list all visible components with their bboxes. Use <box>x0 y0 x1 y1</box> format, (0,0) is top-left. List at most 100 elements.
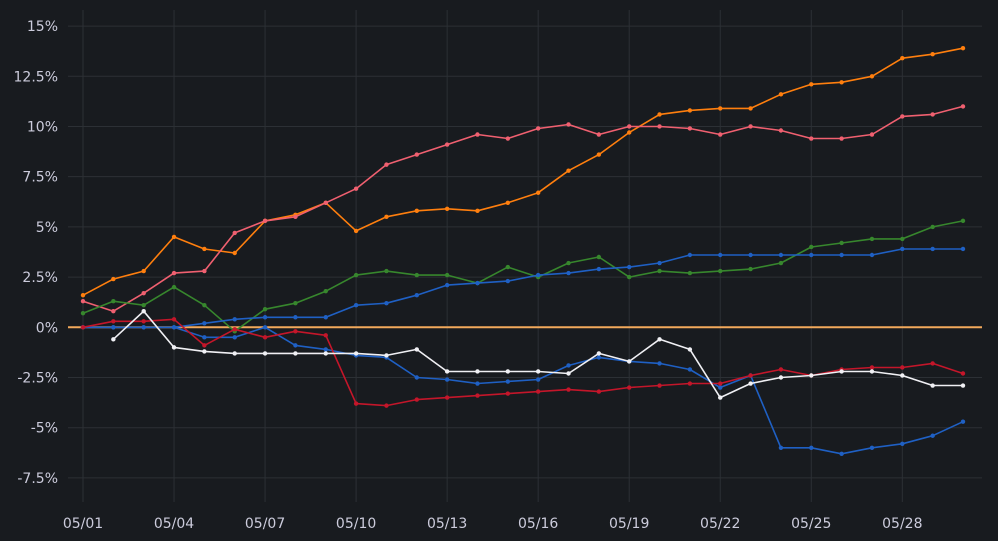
series-2 <box>80 104 966 314</box>
data-point <box>839 136 844 141</box>
data-point <box>80 292 86 298</box>
data-point <box>171 234 177 240</box>
data-point <box>627 264 632 270</box>
data-point <box>930 51 935 57</box>
data-point <box>839 451 844 457</box>
data-point <box>718 395 723 400</box>
data-point <box>839 252 844 258</box>
data-point <box>202 268 207 274</box>
data-point <box>414 292 419 298</box>
data-point <box>171 345 177 350</box>
data-point <box>444 282 450 288</box>
data-point <box>414 208 419 214</box>
data-point <box>627 130 632 135</box>
data-point <box>869 365 875 370</box>
data-point <box>657 268 662 274</box>
series-3 <box>80 218 966 334</box>
series-line <box>82 318 964 407</box>
data-point <box>232 317 237 322</box>
x-tick-label: 05/01 <box>63 516 103 532</box>
x-tick-label: 05/16 <box>518 516 558 532</box>
data-point <box>566 270 571 276</box>
data-point <box>80 311 86 316</box>
data-point <box>869 445 875 450</box>
data-point <box>353 401 359 406</box>
data-point <box>809 373 814 378</box>
data-point <box>627 385 632 390</box>
data-point <box>171 284 177 290</box>
data-point <box>718 106 723 111</box>
x-tick-label: 05/28 <box>882 516 922 532</box>
data-point <box>202 349 207 354</box>
x-tick-label: 05/04 <box>154 516 194 532</box>
series-line <box>83 248 963 329</box>
data-point <box>475 381 480 386</box>
data-point <box>414 347 419 352</box>
data-point <box>566 387 571 392</box>
data-point <box>475 208 480 214</box>
data-point <box>202 321 207 326</box>
data-point <box>384 301 389 306</box>
data-point <box>232 327 237 332</box>
data-point <box>596 254 602 260</box>
data-point <box>141 303 146 308</box>
data-point <box>444 142 450 147</box>
data-point <box>535 272 541 278</box>
data-point <box>566 363 571 368</box>
data-point <box>869 74 875 79</box>
data-point <box>171 325 177 330</box>
series-5 <box>80 246 966 330</box>
data-point <box>930 433 935 438</box>
data-point <box>232 335 237 340</box>
series-6 <box>80 317 966 408</box>
data-point <box>505 379 511 384</box>
data-point <box>293 301 298 306</box>
data-point <box>111 337 116 342</box>
data-point <box>900 365 905 370</box>
data-point <box>960 218 966 224</box>
data-point <box>748 252 753 258</box>
data-point <box>900 236 905 242</box>
data-point <box>687 126 693 131</box>
data-point <box>535 377 541 382</box>
data-point <box>111 276 116 282</box>
data-point <box>262 315 268 320</box>
data-point <box>535 190 541 195</box>
y-tick-label: -7.5% <box>17 471 58 487</box>
data-point <box>293 351 298 356</box>
data-point <box>444 369 450 374</box>
data-point <box>202 335 207 340</box>
data-point <box>202 303 207 308</box>
data-point <box>809 136 814 141</box>
data-point <box>960 45 966 51</box>
data-point <box>596 132 602 137</box>
data-point <box>627 124 632 129</box>
data-point <box>718 132 723 137</box>
data-point <box>384 268 389 274</box>
series-4 <box>80 325 966 457</box>
data-point <box>141 268 146 274</box>
data-point <box>262 351 268 356</box>
data-point <box>384 353 389 358</box>
data-point <box>869 236 875 242</box>
data-point <box>839 80 844 85</box>
data-point <box>353 228 359 234</box>
data-point <box>596 266 602 272</box>
data-point <box>718 385 723 390</box>
data-point <box>141 290 146 296</box>
data-point <box>505 136 511 141</box>
data-point <box>778 128 784 133</box>
y-tick-label: -2.5% <box>17 371 58 387</box>
data-point <box>778 375 784 380</box>
data-point <box>778 260 784 266</box>
data-point <box>293 343 298 348</box>
data-point <box>930 361 935 366</box>
data-point <box>444 206 450 212</box>
data-point <box>960 419 966 424</box>
data-point <box>111 325 116 330</box>
data-point <box>930 383 935 388</box>
data-point <box>687 381 693 386</box>
data-point <box>505 391 511 396</box>
data-point <box>778 252 784 258</box>
data-point <box>111 298 116 304</box>
